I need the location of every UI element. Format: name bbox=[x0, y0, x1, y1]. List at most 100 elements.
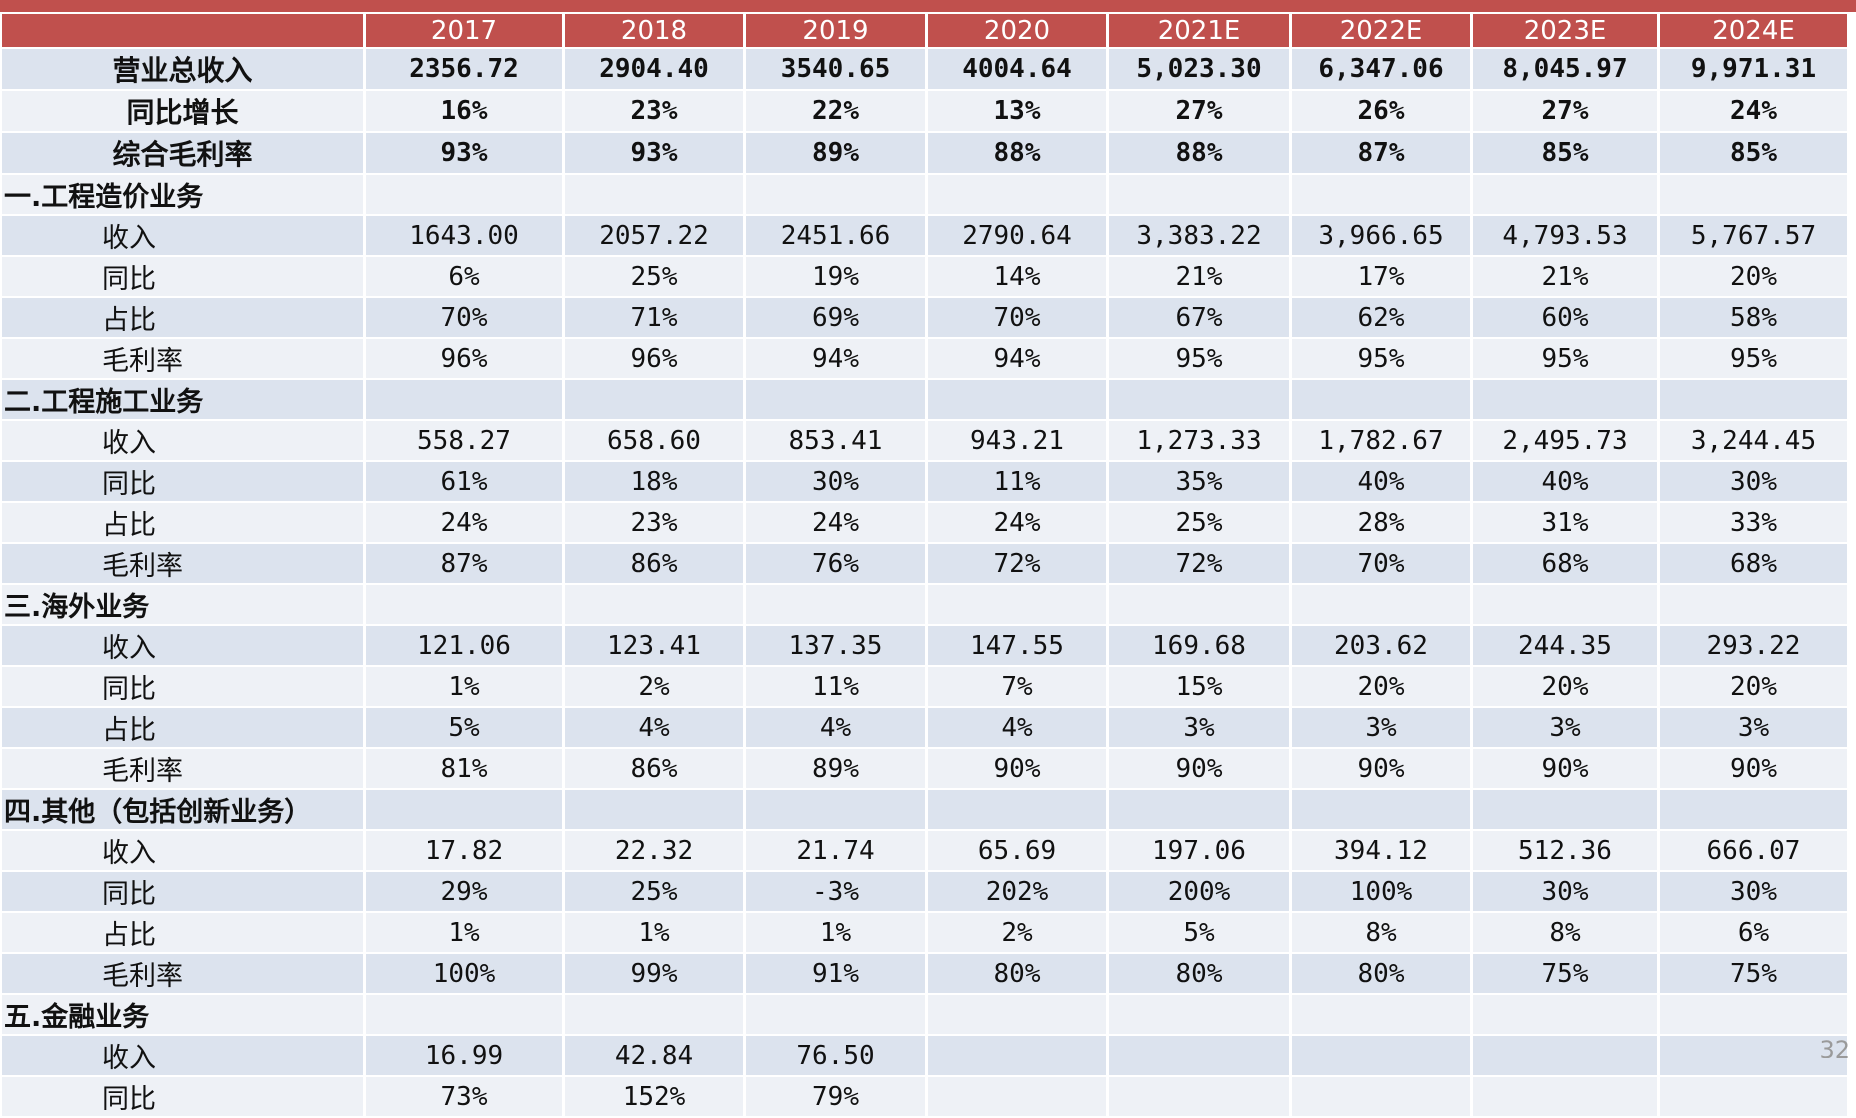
value-cell: 203.62 bbox=[1292, 626, 1473, 667]
table-row: 毛利率 87% 86% 76% 72% 72% 70% 68% 68% bbox=[2, 544, 1850, 585]
value-cell: 80% bbox=[928, 954, 1109, 995]
value-cell bbox=[1109, 585, 1292, 626]
value-cell bbox=[746, 585, 928, 626]
value-cell: 1% bbox=[366, 667, 565, 708]
value-cell: 58% bbox=[1660, 298, 1850, 339]
row-label: 占比 bbox=[2, 708, 366, 749]
value-cell: 23% bbox=[565, 503, 746, 544]
value-cell: 30% bbox=[1473, 872, 1660, 913]
value-cell: 95% bbox=[1109, 339, 1292, 380]
value-cell: 3,383.22 bbox=[1109, 216, 1292, 257]
value-cell: 88% bbox=[1109, 133, 1292, 175]
value-cell bbox=[1473, 175, 1660, 216]
value-cell: 4% bbox=[565, 708, 746, 749]
year-header: 2017 bbox=[366, 14, 565, 49]
value-cell bbox=[1473, 585, 1660, 626]
value-cell: 96% bbox=[565, 339, 746, 380]
value-cell: 8,045.97 bbox=[1473, 49, 1660, 91]
value-cell: 88% bbox=[928, 133, 1109, 175]
row-label: 同比 bbox=[2, 257, 366, 298]
table-row: 同比 6% 25% 19% 14% 21% 17% 21% 20% bbox=[2, 257, 1850, 298]
value-cell: 93% bbox=[366, 133, 565, 175]
value-cell: -3% bbox=[746, 872, 928, 913]
value-cell: 4,793.53 bbox=[1473, 216, 1660, 257]
value-cell: 14% bbox=[928, 257, 1109, 298]
row-label: 同比 bbox=[2, 462, 366, 503]
value-cell: 90% bbox=[928, 749, 1109, 790]
value-cell: 23% bbox=[565, 91, 746, 133]
value-cell bbox=[1292, 1036, 1473, 1077]
value-cell: 2,495.73 bbox=[1473, 421, 1660, 462]
value-cell: 1% bbox=[565, 913, 746, 954]
row-label: 毛利率 bbox=[2, 954, 366, 995]
value-cell: 79% bbox=[746, 1077, 928, 1118]
row-label: 收入 bbox=[2, 421, 366, 462]
value-cell: 152% bbox=[565, 1077, 746, 1118]
value-cell bbox=[928, 790, 1109, 831]
section-title: 五.金融业务 bbox=[2, 995, 366, 1036]
row-label: 同比 bbox=[2, 872, 366, 913]
value-cell: 6% bbox=[366, 257, 565, 298]
value-cell: 20% bbox=[1660, 257, 1850, 298]
value-cell: 85% bbox=[1660, 133, 1850, 175]
table-row: 毛利率 81% 86% 89% 90% 90% 90% 90% 90% bbox=[2, 749, 1850, 790]
value-cell bbox=[1292, 995, 1473, 1036]
value-cell: 17.82 bbox=[366, 831, 565, 872]
value-cell bbox=[1109, 380, 1292, 421]
section-title: 二.工程施工业务 bbox=[2, 380, 366, 421]
value-cell: 2057.22 bbox=[565, 216, 746, 257]
value-cell: 666.07 bbox=[1660, 831, 1850, 872]
value-cell: 5% bbox=[366, 708, 565, 749]
value-cell: 90% bbox=[1660, 749, 1850, 790]
value-cell: 2% bbox=[565, 667, 746, 708]
value-cell bbox=[1292, 585, 1473, 626]
row-label: 毛利率 bbox=[2, 749, 366, 790]
value-cell: 1,782.67 bbox=[1292, 421, 1473, 462]
value-cell: 31% bbox=[1473, 503, 1660, 544]
value-cell: 121.06 bbox=[366, 626, 565, 667]
value-cell: 197.06 bbox=[1109, 831, 1292, 872]
value-cell bbox=[1660, 175, 1850, 216]
value-cell bbox=[565, 585, 746, 626]
value-cell: 3% bbox=[1292, 708, 1473, 749]
row-label: 同比 bbox=[2, 1077, 366, 1118]
value-cell bbox=[565, 380, 746, 421]
value-cell: 67% bbox=[1109, 298, 1292, 339]
value-cell bbox=[746, 995, 928, 1036]
value-cell: 5,023.30 bbox=[1109, 49, 1292, 91]
value-cell: 7% bbox=[928, 667, 1109, 708]
value-cell: 18% bbox=[565, 462, 746, 503]
row-label: 同比 bbox=[2, 667, 366, 708]
value-cell bbox=[366, 995, 565, 1036]
value-cell: 11% bbox=[928, 462, 1109, 503]
value-cell: 293.22 bbox=[1660, 626, 1850, 667]
section-header-row: 四.其他（包括创新业务） bbox=[2, 790, 1850, 831]
value-cell bbox=[1109, 175, 1292, 216]
value-cell: 90% bbox=[1473, 749, 1660, 790]
value-cell: 76% bbox=[746, 544, 928, 585]
value-cell: 3,966.65 bbox=[1292, 216, 1473, 257]
table-row: 收入 558.27 658.60 853.41 943.21 1,273.33 1,782.… bbox=[2, 421, 1850, 462]
value-cell: 27% bbox=[1109, 91, 1292, 133]
value-cell: 21% bbox=[1473, 257, 1660, 298]
table-row: 占比 1% 1% 1% 2% 5% 8% 8% 6% bbox=[2, 913, 1850, 954]
value-cell: 123.41 bbox=[565, 626, 746, 667]
value-cell: 8% bbox=[1473, 913, 1660, 954]
section-header-row: 一.工程造价业务 bbox=[2, 175, 1850, 216]
year-header: 2018 bbox=[565, 14, 746, 49]
year-header: 2024E bbox=[1660, 14, 1850, 49]
value-cell: 853.41 bbox=[746, 421, 928, 462]
value-cell: 24% bbox=[366, 503, 565, 544]
value-cell: 70% bbox=[928, 298, 1109, 339]
value-cell: 70% bbox=[366, 298, 565, 339]
value-cell: 89% bbox=[746, 749, 928, 790]
value-cell: 20% bbox=[1660, 667, 1850, 708]
value-cell: 9,971.31 bbox=[1660, 49, 1850, 91]
value-cell bbox=[565, 790, 746, 831]
value-cell: 62% bbox=[1292, 298, 1473, 339]
value-cell: 658.60 bbox=[565, 421, 746, 462]
table-row: 收入 17.82 22.32 21.74 65.69 197.06 394.12 512.36… bbox=[2, 831, 1850, 872]
value-cell bbox=[1473, 380, 1660, 421]
value-cell bbox=[1660, 790, 1850, 831]
value-cell: 29% bbox=[366, 872, 565, 913]
